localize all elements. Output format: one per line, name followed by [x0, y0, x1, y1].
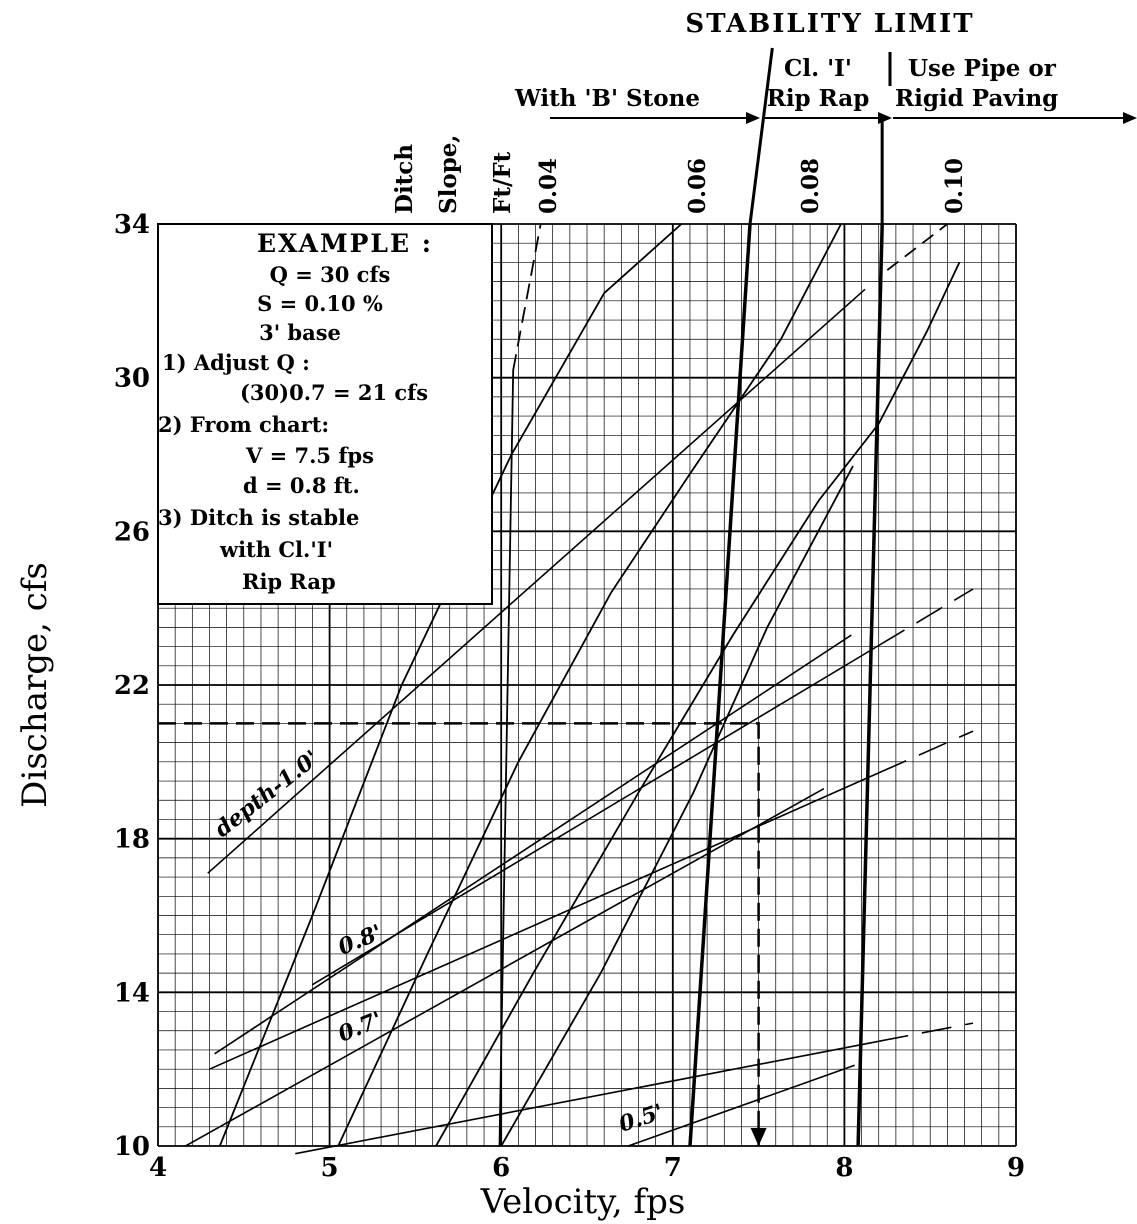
- example-line: (30)0.7 = 21 cfs: [240, 380, 428, 405]
- depth-label-05: 0.5': [616, 1099, 667, 1138]
- depth-line-extension: [878, 588, 974, 647]
- x-axis-title: Velocity, fps: [480, 1182, 686, 1222]
- slope-header-ditch: Ditch: [391, 144, 418, 214]
- zone-label-b-stone: With 'B' Stone: [514, 85, 700, 112]
- example-box: [157, 223, 493, 605]
- depth-line: [214, 634, 852, 1055]
- depth-line-extension: [878, 1022, 974, 1043]
- zone-arrow-head: [746, 112, 760, 124]
- stability-limit-line: [856, 223, 884, 1147]
- example-line: 3' base: [259, 320, 341, 345]
- slope-label-010: 0.10: [941, 158, 968, 214]
- x-tick-label: 7: [664, 1153, 682, 1183]
- slope-curve: [337, 223, 842, 1147]
- slope-curve: [498, 369, 515, 1147]
- slope-header-ftft: Ft/Ft: [489, 151, 516, 214]
- slope-label-006: 0.06: [684, 158, 711, 214]
- zone-label-rip-rap: Rip Rap: [767, 85, 870, 112]
- zone-label-use-pipe: Use Pipe or: [908, 55, 1057, 82]
- example-dashed-path: [158, 722, 760, 1146]
- stability-limit-extension: [748, 47, 774, 225]
- example-line: 3) Ditch is stable: [158, 505, 359, 530]
- depth-line-extension: [878, 730, 974, 774]
- y-tick-label: 18: [114, 825, 150, 855]
- stability-limit-line: [688, 223, 752, 1147]
- example-title: EXAMPLE :: [257, 229, 433, 258]
- depth-lines: [185, 288, 974, 1155]
- y-tick-label: 10: [114, 1132, 150, 1162]
- y-axis-title: Discharge, cfs: [15, 562, 55, 808]
- zone-arrow-head: [1123, 112, 1137, 124]
- example-line: 1) Adjust Q :: [162, 350, 310, 375]
- depth-line: [207, 288, 866, 874]
- zone-label-cl-i: Cl. 'I': [784, 55, 852, 82]
- example-line: 2) From chart:: [158, 412, 329, 437]
- zone-label-rigid-paving: Rigid Paving: [895, 85, 1058, 112]
- x-tick-label: 4: [149, 1153, 167, 1183]
- depth-label-07: 0.7': [335, 1007, 386, 1048]
- example-line: with Cl.'I': [219, 537, 333, 562]
- depth-label-08: 0.8': [335, 920, 386, 961]
- depth-line: [209, 772, 880, 1070]
- depth-line: [627, 1064, 855, 1147]
- zone-arrow-head: [878, 112, 892, 124]
- x-tick-label: 6: [492, 1153, 510, 1183]
- x-tick-label: 9: [1007, 1153, 1025, 1183]
- example-path: [158, 722, 767, 1146]
- y-tick-label: 26: [114, 517, 150, 547]
- slope-curve-extension: [886, 223, 948, 271]
- slope-label-008: 0.08: [797, 158, 824, 214]
- slope-curve-extension: [512, 223, 542, 371]
- depth-line: [185, 788, 825, 1147]
- y-tick-label: 14: [114, 978, 150, 1008]
- axis-ticks: 4 5 6 7 8 9 10 14 18 22 26 30 34: [114, 210, 1025, 1183]
- example-line: V = 7.5 fps: [245, 443, 374, 468]
- y-tick-label: 22: [114, 671, 150, 701]
- example-line: Q = 30 cfs: [270, 262, 391, 287]
- x-tick-label: 8: [835, 1153, 853, 1183]
- slope-header-slope: Slope,: [435, 135, 462, 214]
- y-tick-label: 30: [114, 364, 150, 394]
- chart-title: STABILITY LIMIT: [685, 9, 974, 39]
- stability-limit-lines: [688, 47, 884, 1147]
- example-line: Rip Rap: [242, 569, 336, 594]
- example-line: S = 0.10 %: [257, 291, 383, 316]
- depth-line: [295, 1040, 879, 1155]
- slope-curve: [500, 465, 854, 1147]
- example-line: d = 0.8 ft.: [243, 473, 360, 498]
- y-tick-label: 34: [114, 210, 150, 240]
- depth-line: [311, 644, 880, 986]
- slope-label-004: 0.04: [535, 158, 562, 214]
- x-tick-label: 5: [321, 1153, 339, 1183]
- example-arrow-head: [750, 1128, 767, 1146]
